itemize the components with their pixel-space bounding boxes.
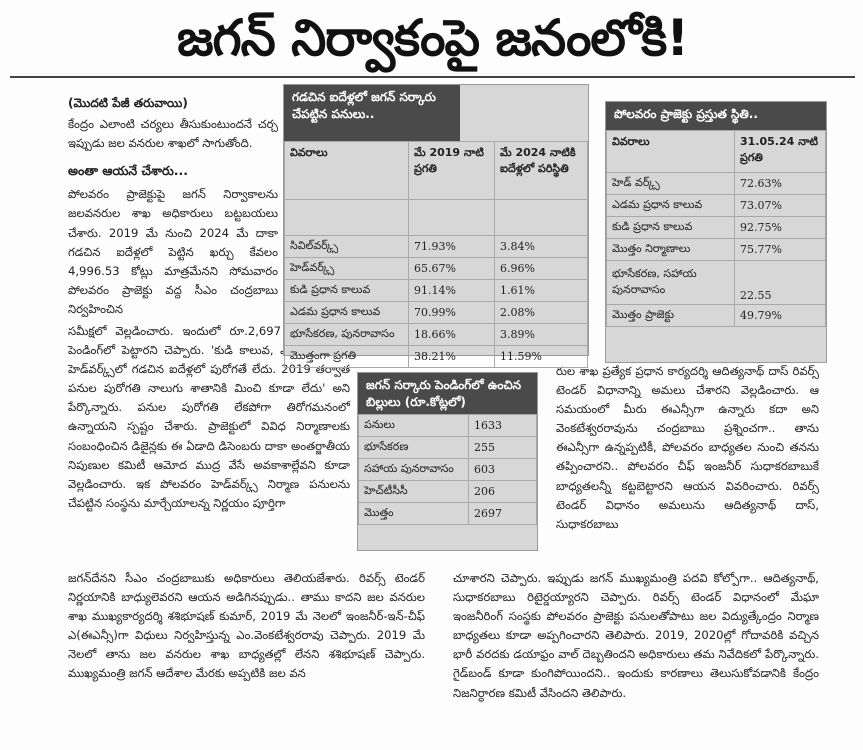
bills-table-title: జగన్ సర్కారు పెండింగ్‌లో ఉంచిన బిల్లులు … bbox=[358, 373, 537, 414]
table-row: భూసేకరణ 255 bbox=[358, 436, 537, 459]
table-cell: 206 bbox=[468, 480, 537, 503]
paragraph-left: పోలవరం ప్రాజెక్టుపై జగన్ నిర్వాకాలను జలవ… bbox=[68, 187, 278, 316]
table-cell: 70.99% bbox=[408, 301, 495, 324]
table-row: భూసేకరణ, సహాయ పునరావాసం 22.55 bbox=[606, 260, 826, 305]
table-row: ఎడమ ప్రధాన కాలువ 70.99% 2.08% bbox=[284, 301, 588, 324]
table-cell: మొత్తం bbox=[358, 502, 469, 525]
table-cell: 3.89% bbox=[494, 323, 588, 346]
table-row: కుడి ప్రధాన కాలువ 91.14% 1.61% bbox=[284, 279, 588, 302]
table-cell: 22.55 bbox=[734, 260, 826, 305]
table-row: సివిల్‌వర్క్స్ 71.93% 3.84% bbox=[284, 235, 588, 258]
table-row: భూసేకరణ, పునరావాసం 18.66% 3.89% bbox=[284, 323, 588, 346]
works-table-box: గడచిన ఐదేళ్లలో జగన్ సర్కారు చేపట్టిన పను… bbox=[283, 84, 589, 368]
article-wide-left: సమీక్షలో వెల్లడించారు. ఇందులో రూ.2,697 క… bbox=[68, 322, 350, 513]
table-row: హెడ్ వర్క్స్ 72.63% bbox=[606, 172, 826, 195]
header-cell: 31.05.24 నాటి ప్రగతి bbox=[734, 130, 826, 173]
subheading: అంతా ఆయనే చేశారు... bbox=[68, 163, 189, 179]
paragraph-wide: సమీక్షలో వెల్లడించారు. ఇందులో రూ.2,697 క… bbox=[68, 324, 350, 510]
status-table-box: పోలవరం ప్రాజెక్టు ప్రస్తుత స్థితి.. వివర… bbox=[605, 101, 827, 363]
table-cell: 603 bbox=[468, 458, 537, 481]
table-cell: 255 bbox=[468, 436, 537, 459]
table-row: మొత్తం నిర్మాణాలు 75.77% bbox=[606, 238, 826, 261]
continued-label: (మొదటి పేజీ తరువాయి) bbox=[68, 96, 188, 110]
header-cell: మే 2024 నాటికి ఐదేళ్లలో పరిస్థితి bbox=[494, 141, 588, 200]
table-cell: 18.66% bbox=[408, 323, 495, 346]
bills-table-box: జగన్ సర్కారు పెండింగ్‌లో ఉంచిన బిల్లులు … bbox=[357, 372, 538, 551]
table-cell: కుడి ప్రధాన కాలువ bbox=[284, 279, 409, 302]
table-cell: భూసేకరణ, పునరావాసం bbox=[284, 323, 409, 346]
table-header-row: వివరాలు మే 2019 నాటి ప్రగతి మే 2024 నాటి… bbox=[284, 141, 588, 200]
article-full-width: జగన్‌దేనని సీఎం చంద్రబాబుకు అధికారులు తె… bbox=[68, 569, 425, 684]
paragraph-right: రుల శాఖ ప్రత్యేక ప్రధాన కార్యదర్శి ఆదిత్… bbox=[556, 364, 819, 531]
table-row: ఎడమ ప్రధాన కాలువ 73.07% bbox=[606, 194, 826, 217]
table-cell: 1.61% bbox=[494, 279, 588, 302]
table-cell: ఎడమ ప్రధాన కాలువ bbox=[606, 194, 735, 217]
headline: జగన్ నిర్వాకంపై జనంలోకి! bbox=[176, 9, 689, 67]
table-cell: హెడ్‌వర్క్స్ bbox=[284, 257, 409, 280]
table-cell: భూసేకరణ, సహాయ పునరావాసం bbox=[606, 260, 735, 305]
table-cell: కుడి ప్రధాన కాలువ bbox=[606, 216, 735, 239]
table-header-row: వివరాలు 31.05.24 నాటి ప్రగతి bbox=[606, 130, 826, 173]
paragraph-bottom: చూశారని చెప్పారు. ఇప్పుడు జగన్ ముఖ్యమంత్… bbox=[453, 571, 819, 700]
table-cell: 72.63% bbox=[734, 172, 826, 195]
table-cell: 71.93% bbox=[408, 235, 495, 258]
table-cell: 73.07% bbox=[734, 194, 826, 217]
intro-paragraph: కేంద్రం ఎలాంటి చర్యలు తీసుకుంటుందనే చర్చ… bbox=[68, 117, 278, 151]
table-cell: 49.79% bbox=[734, 304, 826, 327]
table-cell: 75.77% bbox=[734, 238, 826, 261]
table-cell: 6.96% bbox=[494, 257, 588, 280]
works-table-title: గడచిన ఐదేళ్లలో జగన్ సర్కారు చేపట్టిన పను… bbox=[284, 85, 460, 141]
table-spacer-row bbox=[284, 199, 588, 236]
table-cell: 2.08% bbox=[494, 301, 588, 324]
table-cell: పనులు bbox=[358, 414, 469, 437]
table-cell: 11.59% bbox=[494, 345, 588, 368]
table-row: మొత్తంగా ప్రగతి 38.21% 11.59% bbox=[284, 345, 588, 368]
header-cell: మే 2019 నాటి ప్రగతి bbox=[408, 141, 495, 200]
status-table: వివరాలు 31.05.24 నాటి ప్రగతి హెడ్ వర్క్స… bbox=[606, 130, 826, 327]
table-row: హెడ్‌వర్క్స్ 65.67% 6.96% bbox=[284, 257, 588, 280]
table-cell: మొత్తం ప్రాజెక్టు bbox=[606, 304, 735, 327]
table-row: మొత్తం 2697 bbox=[358, 502, 537, 525]
table-cell: 2697 bbox=[468, 502, 537, 525]
table-cell: భూసేకరణ bbox=[358, 436, 469, 459]
table-cell: 92.75% bbox=[734, 216, 826, 239]
table-cell: 1633 bbox=[468, 414, 537, 437]
table-row: పనులు 1633 bbox=[358, 414, 537, 437]
table-cell: హెచ్‌టీసీసీ bbox=[358, 480, 469, 503]
article-bottom-right: చూశారని చెప్పారు. ఇప్పుడు జగన్ ముఖ్యమంత్… bbox=[453, 569, 819, 703]
table-cell: సివిల్‌వర్క్స్ bbox=[284, 235, 409, 258]
table-row: కుడి ప్రధాన కాలువ 92.75% bbox=[606, 216, 826, 239]
table-cell: 3.84% bbox=[494, 235, 588, 258]
article-left-column: (మొదటి పేజీ తరువాయి) కేంద్రం ఎలాంటి చర్య… bbox=[68, 94, 278, 319]
table-cell: మొత్తంగా ప్రగతి bbox=[284, 345, 409, 368]
article-right-column: రుల శాఖ ప్రత్యేక ప్రధాన కార్యదర్శి ఆదిత్… bbox=[556, 362, 819, 534]
table-row: సహాయ పునరావాసం 603 bbox=[358, 458, 537, 481]
paragraph-full: జగన్‌దేనని సీఎం చంద్రబాబుకు అధికారులు తె… bbox=[68, 571, 425, 681]
works-table: వివరాలు మే 2019 నాటి ప్రగతి మే 2024 నాటి… bbox=[284, 141, 588, 368]
table-row: మొత్తం ప్రాజెక్టు 49.79% bbox=[606, 304, 826, 327]
table-cell: మొత్తం నిర్మాణాలు bbox=[606, 238, 735, 261]
header-cell: వివరాలు bbox=[284, 141, 409, 200]
header-cell: వివరాలు bbox=[606, 130, 735, 173]
table-cell: హెడ్ వర్క్స్ bbox=[606, 172, 735, 195]
table-cell: 65.67% bbox=[408, 257, 495, 280]
status-table-title: పోలవరం ప్రాజెక్టు ప్రస్తుత స్థితి.. bbox=[606, 102, 826, 130]
table-cell: 38.21% bbox=[408, 345, 495, 368]
table-cell: సహాయ పునరావాసం bbox=[358, 458, 469, 481]
table-cell: 91.14% bbox=[408, 279, 495, 302]
table-row: హెచ్‌టీసీసీ 206 bbox=[358, 480, 537, 503]
table-cell: ఎడమ ప్రధాన కాలువ bbox=[284, 301, 409, 324]
bills-table: పనులు 1633 భూసేకరణ 255 సహాయ పునరావాసం 60… bbox=[358, 414, 537, 525]
headline-rule bbox=[10, 76, 855, 78]
